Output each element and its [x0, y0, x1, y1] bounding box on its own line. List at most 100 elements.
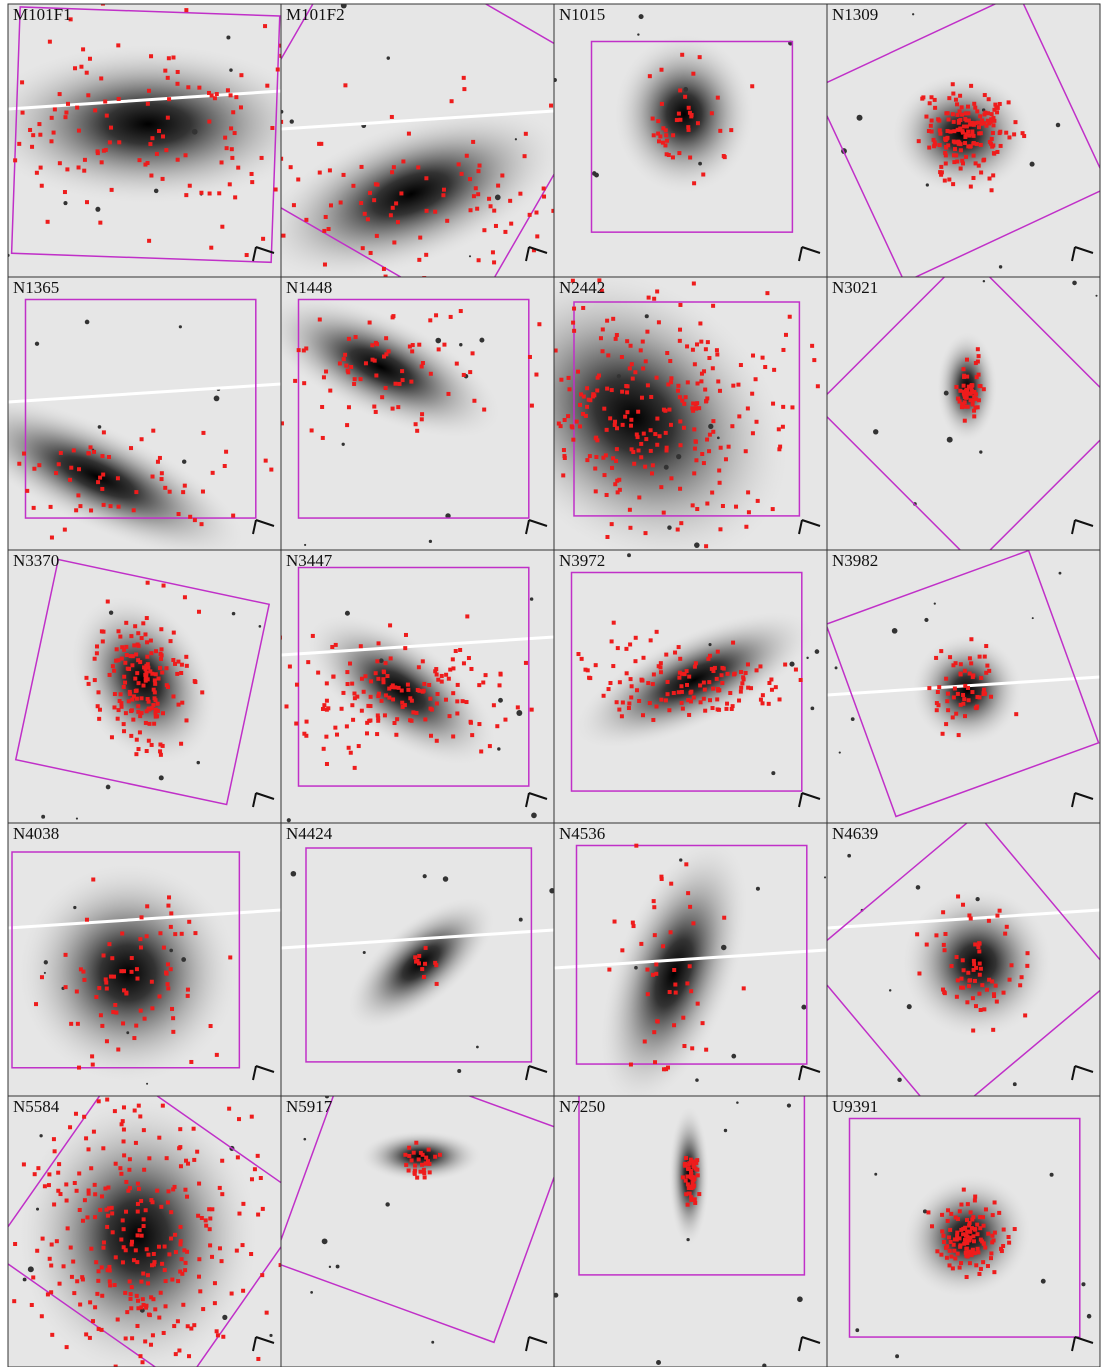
- source: [972, 408, 977, 413]
- star: [303, 1137, 307, 1141]
- source: [707, 653, 712, 658]
- panel: N7250: [553, 1095, 828, 1367]
- source: [166, 56, 171, 61]
- source: [971, 390, 976, 395]
- source: [466, 656, 471, 661]
- star: [946, 436, 953, 443]
- source: [189, 1059, 194, 1064]
- star: [386, 56, 390, 60]
- source: [755, 498, 760, 503]
- star: [181, 459, 187, 464]
- star: [328, 1265, 332, 1269]
- source: [997, 131, 1002, 136]
- source: [666, 152, 671, 157]
- source: [434, 701, 439, 706]
- source: [362, 211, 367, 216]
- source: [406, 1168, 411, 1173]
- star: [518, 917, 523, 922]
- source: [163, 1304, 168, 1309]
- source: [137, 730, 142, 735]
- source: [101, 1245, 106, 1250]
- source: [169, 911, 174, 916]
- source: [136, 1306, 141, 1311]
- source: [952, 129, 957, 134]
- source: [966, 970, 971, 975]
- source: [680, 706, 685, 711]
- source: [234, 1248, 239, 1253]
- source: [123, 711, 128, 716]
- source: [711, 419, 716, 424]
- source: [652, 1030, 657, 1035]
- source: [1003, 931, 1008, 936]
- source: [134, 752, 139, 757]
- source: [114, 1010, 119, 1015]
- source: [424, 252, 429, 257]
- source: [1007, 135, 1012, 140]
- source: [117, 140, 122, 145]
- source: [129, 446, 134, 451]
- source: [294, 721, 299, 726]
- source: [136, 704, 141, 709]
- source: [672, 967, 677, 972]
- source: [80, 1275, 85, 1280]
- source: [991, 143, 996, 148]
- source: [153, 681, 158, 686]
- source: [103, 99, 108, 104]
- source: [136, 1298, 141, 1303]
- source: [992, 994, 997, 999]
- source: [663, 143, 668, 148]
- source: [152, 1260, 157, 1265]
- source: [96, 1099, 101, 1104]
- source: [684, 862, 689, 867]
- star: [442, 876, 449, 882]
- source: [165, 115, 170, 120]
- source: [683, 1178, 688, 1183]
- source: [417, 257, 422, 262]
- source: [975, 1222, 980, 1227]
- source: [346, 405, 351, 410]
- source: [642, 1039, 647, 1044]
- source: [970, 675, 975, 680]
- source: [71, 1259, 76, 1264]
- source: [955, 102, 960, 107]
- source: [31, 133, 36, 138]
- source: [937, 118, 942, 123]
- source: [717, 707, 722, 712]
- source: [578, 402, 583, 407]
- star: [1012, 1082, 1017, 1087]
- source: [130, 663, 135, 668]
- source: [63, 115, 68, 120]
- source: [1020, 131, 1025, 136]
- star: [897, 1077, 902, 1083]
- source: [783, 332, 788, 337]
- source: [322, 262, 327, 267]
- source: [56, 462, 61, 467]
- source: [417, 342, 422, 347]
- source: [62, 527, 67, 532]
- source: [447, 714, 452, 719]
- source: [1007, 1240, 1012, 1245]
- source: [602, 406, 607, 411]
- source: [370, 357, 375, 362]
- source: [122, 674, 127, 679]
- source: [112, 692, 117, 697]
- source: [667, 407, 672, 412]
- source: [407, 344, 412, 349]
- galaxy: [600, 839, 748, 1096]
- source: [709, 666, 714, 671]
- source: [139, 696, 144, 701]
- source: [620, 389, 625, 394]
- source: [420, 689, 425, 694]
- source: [985, 111, 990, 116]
- source: [625, 384, 630, 389]
- source: [737, 414, 742, 419]
- source: [136, 709, 141, 714]
- star: [105, 784, 111, 790]
- source: [973, 405, 978, 410]
- source: [164, 148, 169, 153]
- source: [434, 667, 439, 672]
- source: [617, 477, 622, 482]
- source: [134, 737, 139, 742]
- source: [99, 1327, 104, 1332]
- source: [487, 196, 492, 201]
